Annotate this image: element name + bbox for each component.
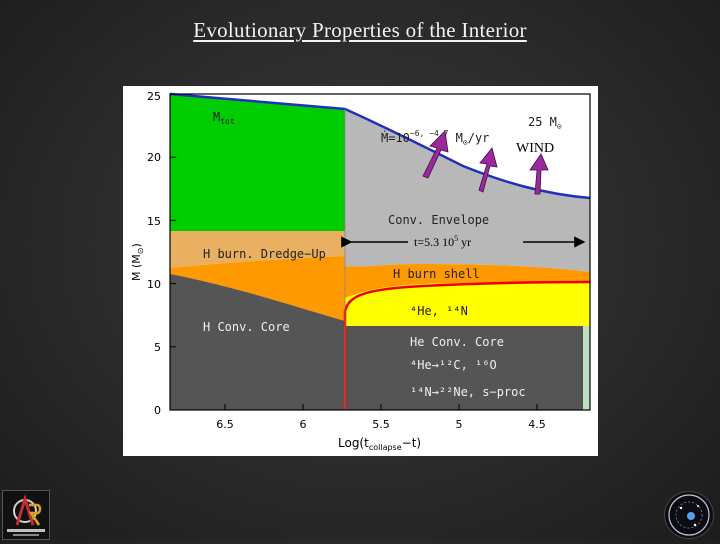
wind-arrow-2 xyxy=(478,147,498,193)
core-edge-strip xyxy=(583,326,590,410)
h-burn-shell-region xyxy=(170,256,590,321)
institution-logo-right xyxy=(664,491,714,539)
y-axis-label: M (M⊙) xyxy=(130,243,145,281)
wind-label: WIND xyxy=(516,141,554,156)
x-tick-label: 6.5 xyxy=(216,418,234,431)
burning-front-line xyxy=(343,280,591,410)
he-rich-region xyxy=(345,282,590,326)
he-reaction-label: ⁴He→¹²C, ¹⁶O xyxy=(410,358,497,372)
oar-logo-icon xyxy=(7,493,45,536)
h-burn-dredge-label: H burn. Dredge−Up xyxy=(203,247,326,261)
x-tick-label: 6 xyxy=(300,418,307,431)
wind-arrow-1 xyxy=(422,130,449,179)
h-burn-shell-label: H burn shell xyxy=(393,267,480,281)
y-tick-label: 25 xyxy=(147,90,161,103)
kippenhahn-diagram: Mtot H burn. Dredge−Up H Conv. Core Conv… xyxy=(130,90,591,452)
x-tick-label: 5.5 xyxy=(372,418,390,431)
plot-frame xyxy=(169,93,591,411)
h-conv-core-region xyxy=(170,274,345,410)
mass-label: 25 M⊙ xyxy=(528,115,562,131)
y-tick-label: 15 xyxy=(147,215,161,228)
x-tick-label: 4.5 xyxy=(528,418,546,431)
mdot-label: Ṁ=10−6, −4.7 M⊙/yr xyxy=(381,129,489,147)
round-seal-icon xyxy=(668,494,710,536)
slide-title: Evolutionary Properties of the Interior xyxy=(193,18,527,42)
mtot-boundary-line xyxy=(169,92,591,200)
y-tick-label: 5 xyxy=(154,341,161,354)
x-axis: 6.5 6 5.5 5 4.5 xyxy=(216,404,546,431)
x-axis-label: Log(tcollapse−t) xyxy=(338,436,421,452)
x-tick-label: 5 xyxy=(456,418,463,431)
mtot-label: Mtot xyxy=(213,110,235,126)
y-tick-label: 20 xyxy=(147,151,161,164)
interior-evolution-figure: Mtot H burn. Dredge−Up H Conv. Core Conv… xyxy=(123,86,598,456)
mtot-green-region xyxy=(170,94,345,231)
conv-envelope-label: Conv. Envelope xyxy=(388,213,489,227)
n-reaction-label: ¹⁴N→²²Ne, s−proc xyxy=(410,385,526,399)
y-tick-label: 0 xyxy=(154,404,161,417)
dredge-up-region xyxy=(170,231,345,268)
he-n-label: ⁴He, ¹⁴N xyxy=(410,304,468,318)
h-conv-core-label: H Conv. Core xyxy=(203,320,290,334)
wind-arrows xyxy=(422,130,549,195)
y-tick-label: 10 xyxy=(147,278,161,291)
timescale-label: t=5.3 105 yr xyxy=(414,234,471,249)
he-conv-core-region xyxy=(345,326,583,410)
y-axis: 0 5 10 15 20 25 xyxy=(147,90,176,417)
wind-arrow-3 xyxy=(529,153,549,195)
he-conv-core-label: He Conv. Core xyxy=(410,335,504,349)
institution-logo-left xyxy=(2,490,50,540)
conv-envelope-region xyxy=(345,109,590,272)
